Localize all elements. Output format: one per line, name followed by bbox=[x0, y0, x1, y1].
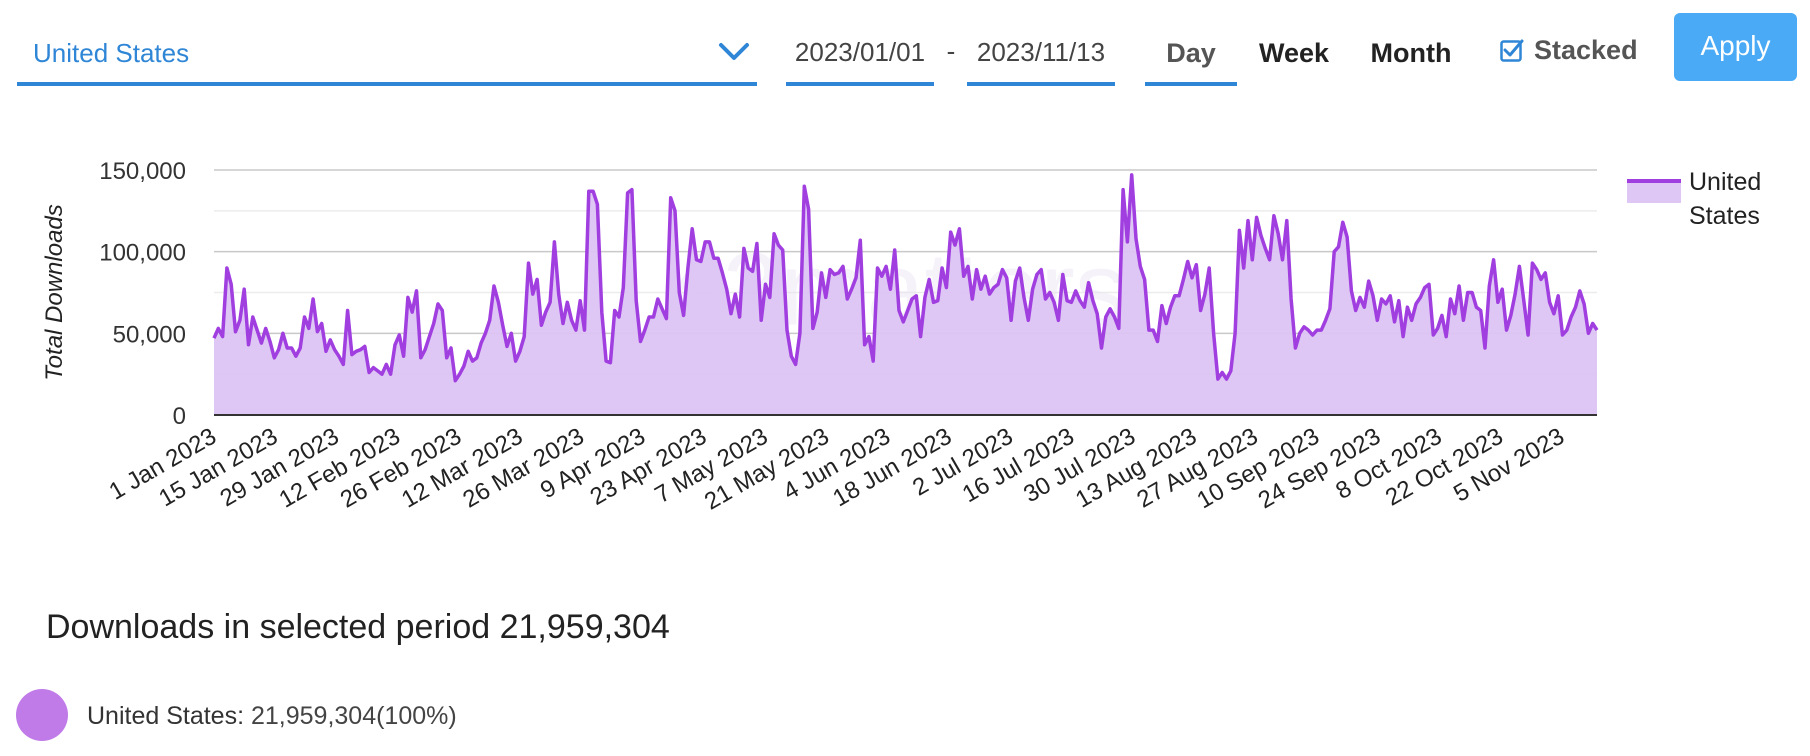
country-select[interactable]: United States bbox=[17, 22, 757, 86]
tab-month[interactable]: Month bbox=[1370, 38, 1452, 68]
downloads-total-heading: Downloads in selected period 21,959,304 bbox=[46, 608, 670, 646]
stacked-label: Stacked bbox=[1534, 34, 1638, 65]
legend-label: United States bbox=[1689, 168, 1761, 230]
country-breakdown: United States: 21,959,304(100%) bbox=[87, 702, 457, 731]
tab-day[interactable]: Day bbox=[1145, 22, 1237, 86]
breakdown-label: United States: bbox=[87, 702, 245, 730]
series-line-united-states bbox=[212, 173, 1599, 383]
y-axis-title: Total Downloads bbox=[41, 204, 68, 381]
start-date-input[interactable]: 2023/01/01 bbox=[786, 22, 934, 86]
legend-swatch-area bbox=[1627, 181, 1681, 203]
stacked-checkbox[interactable]: Stacked bbox=[1500, 32, 1638, 68]
checkbox-checked-icon bbox=[1500, 39, 1524, 62]
country-select-value: United States bbox=[33, 38, 190, 68]
breakdown-value: 21,959,304(100%) bbox=[250, 702, 457, 730]
apply-button[interactable]: Apply bbox=[1674, 13, 1797, 81]
y-tick-label: 100,000 bbox=[99, 240, 186, 267]
date-range-separator: - bbox=[946, 36, 956, 66]
series-area-united-states bbox=[214, 174, 1597, 415]
series-color-swatch bbox=[16, 689, 68, 741]
y-tick-label: 50,000 bbox=[113, 321, 186, 348]
tab-week[interactable]: Week bbox=[1258, 38, 1330, 68]
chevron-down-icon bbox=[719, 43, 749, 60]
end-date-input[interactable]: 2023/11/13 bbox=[967, 22, 1115, 86]
y-tick-label: 0 bbox=[173, 403, 186, 430]
y-tick-label: 150,000 bbox=[99, 158, 186, 185]
